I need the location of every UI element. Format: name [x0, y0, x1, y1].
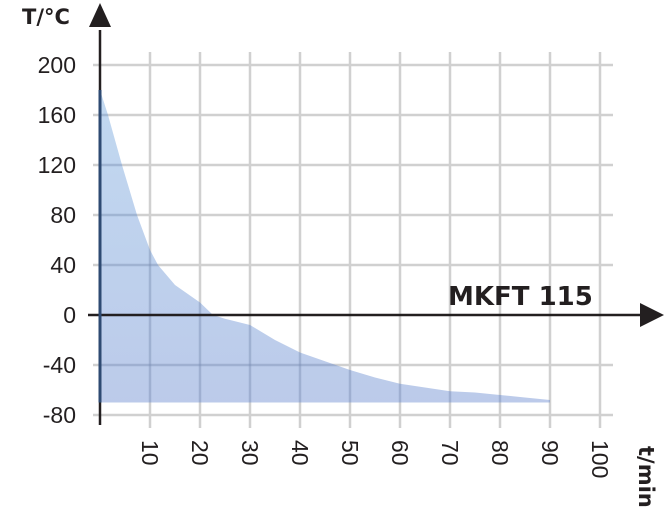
y-tick-label: 120 — [38, 152, 76, 178]
y-tick-label: 80 — [50, 202, 76, 228]
y-axis-title: T/°C — [22, 5, 70, 29]
x-tick-labels: 10 20 30 40 50 60 70 80 90 100 — [137, 440, 613, 478]
x-tick-label: 10 — [137, 440, 163, 466]
y-tick-labels: 200 160 120 80 40 0 -40 -80 — [38, 52, 76, 428]
y-tick-label: 40 — [50, 252, 76, 278]
y-tick-label: 0 — [63, 302, 76, 328]
x-tick-label: 100 — [587, 440, 613, 478]
y-tick-label: -80 — [43, 402, 76, 428]
x-axis-title: t/min — [634, 446, 658, 508]
x-tick-label: 20 — [187, 440, 213, 466]
x-tick-label: 70 — [437, 440, 463, 466]
y-axis-arrow-icon — [89, 3, 111, 27]
x-tick-label: 30 — [237, 440, 263, 466]
y-tick-label: -40 — [43, 352, 76, 378]
x-tick-label: 80 — [487, 440, 513, 466]
x-tick-label: 90 — [537, 440, 563, 466]
x-axis-arrow-icon — [640, 303, 664, 327]
series-label: MKFT 115 — [448, 282, 593, 312]
y-tick-label: 200 — [38, 52, 76, 78]
x-tick-label: 50 — [337, 440, 363, 466]
temperature-area — [100, 90, 550, 403]
x-tick-label: 60 — [387, 440, 413, 466]
y-tick-label: 160 — [38, 102, 76, 128]
x-tick-label: 40 — [287, 440, 313, 466]
